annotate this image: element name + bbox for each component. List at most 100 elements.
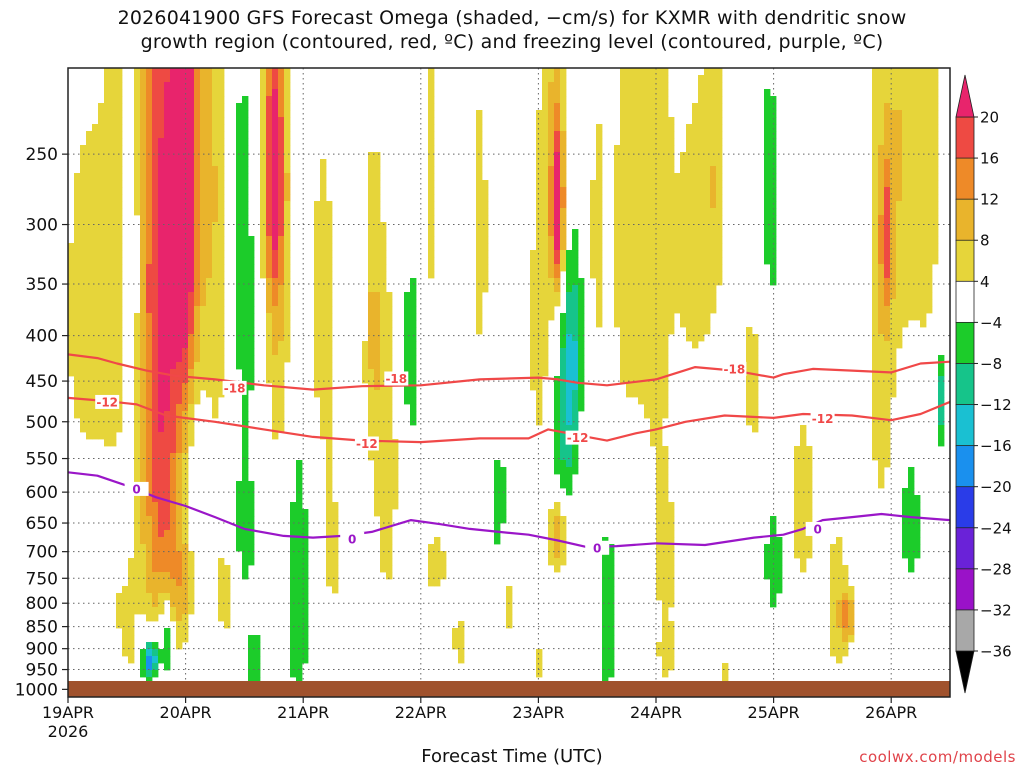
chart-title: 2026041900 GFS Forecast Omega (shaded, −…	[0, 6, 1024, 54]
omega-cell	[452, 642, 459, 650]
omega-cell	[770, 243, 777, 251]
omega-cell	[110, 187, 117, 195]
omega-cell	[770, 537, 777, 545]
omega-cell	[428, 201, 435, 209]
omega-cell	[176, 544, 183, 552]
omega-cell	[614, 292, 621, 300]
omega-cell	[770, 586, 777, 594]
omega-cell	[206, 271, 213, 279]
omega-cell	[878, 376, 885, 384]
omega-cell	[368, 432, 375, 440]
omega-cell	[428, 264, 435, 272]
omega-cell	[152, 152, 159, 160]
omega-cell	[578, 348, 585, 356]
omega-cell	[692, 222, 699, 230]
omega-cell	[326, 411, 333, 419]
omega-cell	[560, 96, 567, 104]
omega-cell	[926, 306, 933, 314]
omega-cell	[116, 173, 123, 181]
omega-cell	[200, 187, 207, 195]
omega-cell	[134, 89, 141, 97]
omega-cell	[716, 138, 723, 146]
omega-cell	[212, 327, 219, 335]
omega-cell	[476, 138, 483, 146]
omega-cell	[560, 551, 567, 559]
omega-cell	[272, 180, 279, 188]
omega-cell	[140, 208, 147, 216]
omega-cell	[542, 278, 549, 286]
omega-cell	[428, 558, 435, 566]
omega-cell	[182, 96, 189, 104]
omega-cell	[272, 418, 279, 426]
omega-cell	[248, 663, 255, 671]
omega-cell	[188, 201, 195, 209]
omega-cell	[68, 348, 75, 356]
omega-cell	[716, 103, 723, 111]
omega-cell	[830, 621, 837, 629]
omega-cell	[380, 537, 387, 545]
omega-cell	[104, 271, 111, 279]
omega-cell	[146, 131, 153, 139]
omega-cell	[662, 285, 669, 293]
omega-cell	[530, 292, 537, 300]
omega-cell	[656, 523, 663, 531]
omega-cell	[218, 593, 225, 601]
omega-cell	[404, 299, 411, 307]
omega-cell	[656, 474, 663, 482]
omega-cell	[884, 201, 891, 209]
omega-cell	[302, 635, 309, 643]
omega-cell	[80, 376, 87, 384]
omega-cell	[170, 103, 177, 111]
omega-cell	[92, 222, 99, 230]
omega-cell	[104, 299, 111, 307]
omega-cell	[80, 201, 87, 209]
omega-cell	[560, 229, 567, 237]
omega-cell	[146, 68, 153, 76]
omega-cell	[920, 299, 927, 307]
omega-cell	[608, 621, 615, 629]
omega-cell	[164, 243, 171, 251]
omega-cell	[590, 236, 597, 244]
omega-cell	[284, 320, 291, 328]
omega-cell	[206, 369, 213, 377]
omega-cell	[914, 292, 921, 300]
omega-cell	[122, 642, 129, 650]
omega-cell	[242, 355, 249, 363]
omega-cell	[146, 383, 153, 391]
omega-cell	[884, 383, 891, 391]
omega-cell	[86, 180, 93, 188]
omega-cell	[116, 229, 123, 237]
omega-cell	[86, 327, 93, 335]
omega-cell	[698, 152, 705, 160]
omega-cell	[476, 145, 483, 153]
omega-cell	[116, 593, 123, 601]
omega-cell	[194, 327, 201, 335]
omega-cell	[152, 663, 159, 671]
omega-cell	[104, 75, 111, 83]
omega-cell	[764, 229, 771, 237]
omega-cell	[914, 82, 921, 90]
omega-cell	[554, 264, 561, 272]
omega-cell	[134, 82, 141, 90]
omega-cell	[710, 145, 717, 153]
omega-cell	[926, 117, 933, 125]
omega-cell	[656, 299, 663, 307]
omega-cell	[248, 341, 255, 349]
omega-cell	[536, 397, 543, 405]
omega-cell	[284, 96, 291, 104]
omega-cell	[248, 551, 255, 559]
omega-cell	[704, 103, 711, 111]
omega-cell	[170, 439, 177, 447]
omega-cell	[902, 530, 909, 538]
omega-cell	[650, 75, 657, 83]
omega-cell	[80, 390, 87, 398]
omega-cell	[542, 68, 549, 76]
omega-cell	[296, 649, 303, 657]
omega-cell	[146, 229, 153, 237]
omega-cell	[536, 320, 543, 328]
omega-cell	[908, 551, 915, 559]
omega-cell	[152, 593, 159, 601]
omega-cell	[314, 390, 321, 398]
omega-cell	[410, 376, 417, 384]
omega-cell	[296, 593, 303, 601]
